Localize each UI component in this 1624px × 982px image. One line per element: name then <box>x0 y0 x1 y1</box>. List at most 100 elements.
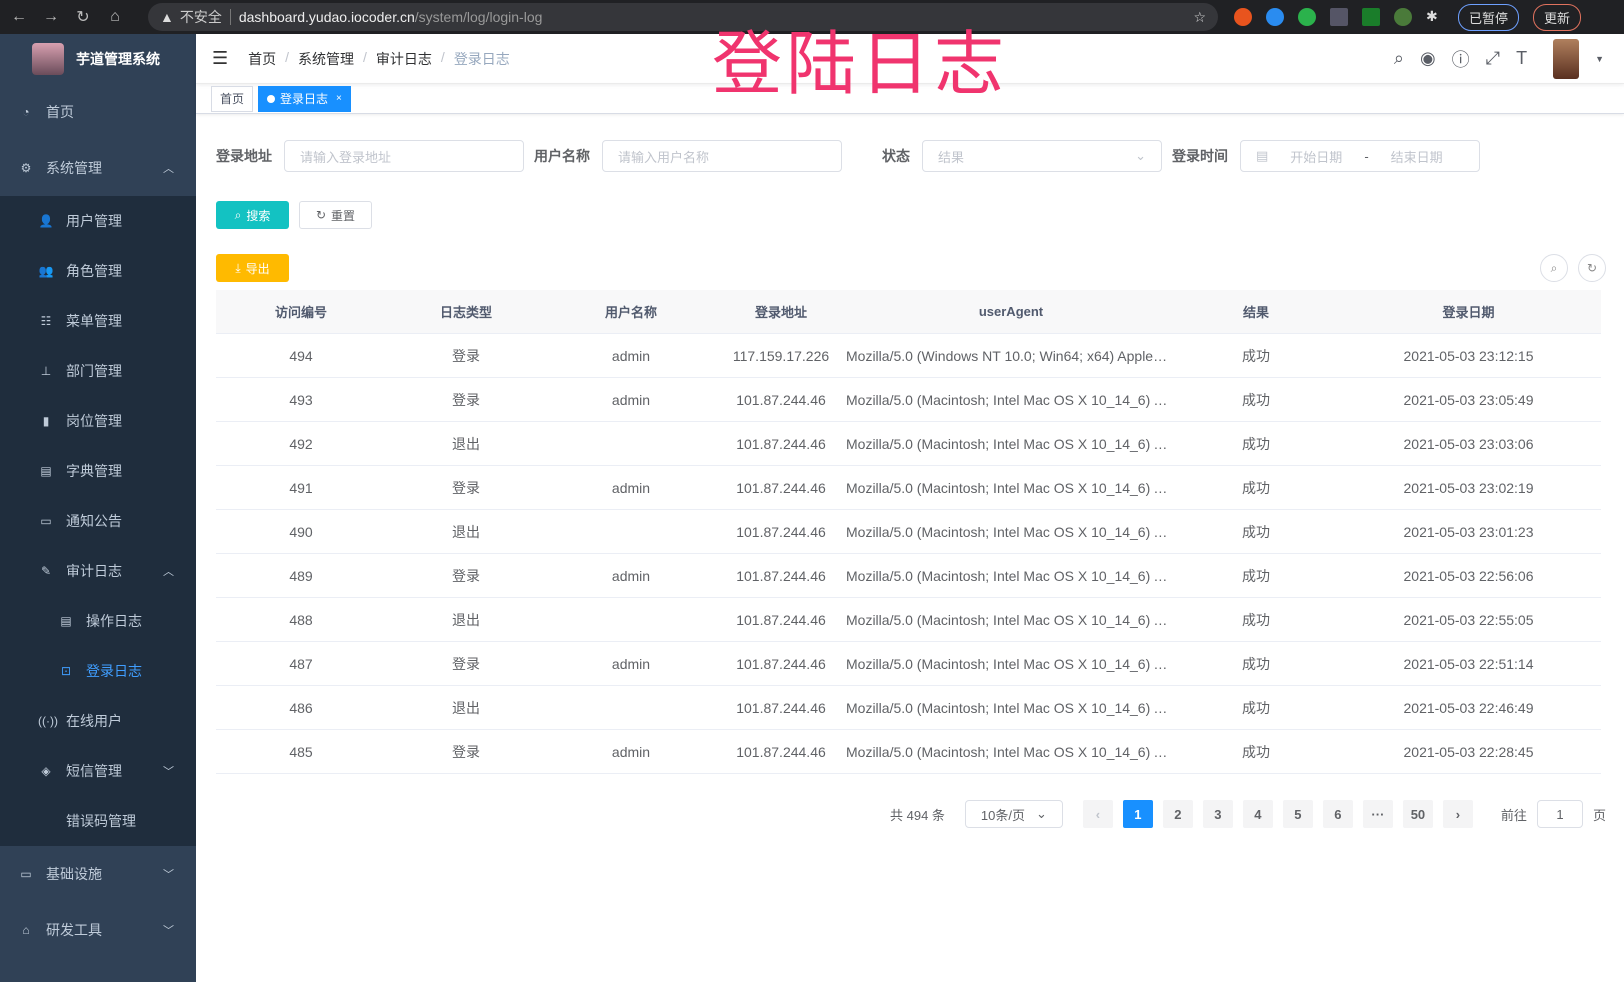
github-icon[interactable]: ◉ <box>1419 48 1436 68</box>
sidebar-item[interactable]: ☷ 菜单管理 <box>0 296 196 346</box>
export-button[interactable]: ⤓ 导出 <box>216 254 289 282</box>
sidebar-item[interactable]: ⌂ 研发工具 ﹀ <box>0 902 196 958</box>
logo-image <box>32 43 64 75</box>
table-cell: 退出 <box>452 523 480 540</box>
update-button[interactable]: 更新 <box>1533 3 1582 31</box>
fullscreen-icon[interactable]: ⤢ <box>1485 48 1501 68</box>
goto-page-input[interactable]: 1 <box>1536 800 1583 828</box>
extension-icon[interactable] <box>1394 8 1412 26</box>
table-cell: 101.87.244.46 <box>736 699 826 716</box>
table-cell: 101.87.244.46 <box>736 479 826 496</box>
table-cell: 101.87.244.46 <box>736 391 826 408</box>
forward-icon[interactable]: → <box>43 8 59 25</box>
address-bar[interactable]: ▲ 不安全 dashboard.yudao.iocoder.cn/system/… <box>148 3 1218 31</box>
page-button[interactable]: 4 <box>1242 800 1273 828</box>
caret-down-icon[interactable]: ▼ <box>1595 53 1604 64</box>
breadcrumb-item[interactable]: 审计日志 <box>375 50 432 67</box>
page-button[interactable]: 6 <box>1322 800 1353 828</box>
main-area: ☰ 首页 / 系统管理 / 审计日志 / 登录日志 登陆日志 ⌕ ◉ ⓘ ⤢ T ▼ … <box>196 25 1624 982</box>
table-cell: 485 <box>289 743 313 760</box>
sidebar-item[interactable]: ▭ 通知公告 <box>0 496 196 546</box>
profile-button[interactable]: 已暂停 <box>1458 3 1520 31</box>
search-button[interactable]: ⌕ 搜索 <box>216 201 289 229</box>
extension-icon[interactable] <box>1234 8 1252 26</box>
hamburger-icon[interactable]: ☰ <box>212 48 229 68</box>
table-cell: userAgent <box>978 304 1044 319</box>
question-icon[interactable]: ⓘ <box>1451 49 1470 70</box>
extension-icon[interactable] <box>1298 8 1316 26</box>
sidebar-item[interactable]: ⊡ 登录日志 <box>0 646 196 696</box>
table-cell: 成功 <box>1242 655 1270 672</box>
username-input[interactable]: 请输入用户名称 <box>602 140 842 172</box>
validcode-icon: ◈ <box>41 764 51 778</box>
tag-login-log[interactable]: 登录日志 × <box>258 85 351 112</box>
font-size-icon[interactable]: T <box>1516 48 1528 68</box>
sidebar-item[interactable]: ▭ 基础设施 ﹀ <box>0 846 196 902</box>
table-cell: 登录 <box>452 567 480 584</box>
sidebar-item[interactable]: 👥 角色管理 <box>0 246 196 296</box>
sidebar-item[interactable]: ⚙ 系统管理 ︿ <box>0 140 196 196</box>
table-cell: Mozilla/5.0 (Windows NT 10.0; Win64; x64… <box>846 347 1176 364</box>
next-page-button[interactable]: › <box>1442 800 1473 828</box>
calendar-icon: ▤ <box>1256 148 1269 163</box>
table-cell: Mozilla/5.0 (Macintosh; Intel Mac OS X 1… <box>846 655 1176 672</box>
chevron-down-icon: ﹀ <box>163 766 174 778</box>
sidebar-item[interactable]: ◈ 短信管理 ﹀ <box>0 746 196 796</box>
table-cell: 成功 <box>1242 435 1270 452</box>
tag-home[interactable]: 首页 <box>211 85 254 112</box>
breadcrumb-item[interactable]: 首页 <box>248 50 277 67</box>
tree-table-icon: ☷ <box>40 314 52 328</box>
username-label: 用户名称 <box>534 148 590 164</box>
table-row: 489 登录 admin 101.87.244.46 Mozilla/5.0 (Maci… <box>216 554 1601 598</box>
sidebar-item-label: 短信管理 <box>66 763 122 779</box>
bookmark-star-icon[interactable]: ☆ <box>1193 8 1206 25</box>
back-icon[interactable]: ← <box>11 8 27 25</box>
sidebar-item-label: 操作日志 <box>86 613 142 629</box>
page-button[interactable]: ··· <box>1362 800 1393 828</box>
sidebar-item-label: 错误码管理 <box>66 813 136 829</box>
chevron-up-icon: ︿ <box>163 566 174 578</box>
sidebar-item[interactable]: 👤 用户管理 <box>0 196 196 246</box>
sidebar-item[interactable]: ◔ 首页 <box>0 84 196 140</box>
page-button[interactable]: 1 <box>1122 800 1153 828</box>
page-button[interactable]: 5 <box>1282 800 1313 828</box>
avatar[interactable] <box>1553 38 1580 79</box>
sidebar-logo[interactable]: 芋道管理系统 <box>0 34 196 84</box>
sidebar-item[interactable]: ▮ 岗位管理 <box>0 396 196 446</box>
sidebar-item[interactable]: 错误码管理 <box>0 796 196 846</box>
sidebar-item[interactable]: ▤ 操作日志 <box>0 596 196 646</box>
breadcrumb-item[interactable]: 系统管理 <box>298 50 355 67</box>
page-size-select[interactable]: 10条/页 ⌄ <box>964 800 1063 828</box>
table-cell: 成功 <box>1242 523 1270 540</box>
sidebar-item[interactable]: ((·)) 在线用户 <box>0 696 196 746</box>
puzzle-icon[interactable]: ✱ <box>1426 8 1438 24</box>
sidebar-item[interactable]: ✎ 审计日志 ︿ <box>0 546 196 596</box>
browser-toolbar: ← → ↻ ⌂ ▲ 不安全 dashboard.yudao.iocoder.cn… <box>0 0 1624 34</box>
sidebar-item-label: 系统管理 <box>46 160 102 176</box>
page-button[interactable]: 50 <box>1402 800 1433 828</box>
extension-icon[interactable] <box>1330 8 1348 26</box>
sidebar-item[interactable]: ▤ 字典管理 <box>0 446 196 496</box>
prev-page-button[interactable]: ‹ <box>1082 800 1113 828</box>
close-icon[interactable]: × <box>336 93 342 104</box>
home-icon[interactable]: ⌂ <box>110 8 120 25</box>
sidebar-item-label: 研发工具 <box>46 922 102 938</box>
extension-icon[interactable] <box>1266 8 1284 26</box>
table-cell: 2021-05-03 23:03:06 <box>1403 435 1534 452</box>
sidebar-item[interactable]: ⊥ 部门管理 <box>0 346 196 396</box>
toggle-search-icon[interactable]: ⌕ <box>1540 254 1568 282</box>
table-cell: Mozilla/5.0 (Macintosh; Intel Mac OS X 1… <box>846 743 1176 760</box>
security-label: 不安全 <box>179 9 222 25</box>
page-button[interactable]: 2 <box>1162 800 1193 828</box>
refresh-icon[interactable]: ↻ <box>1578 254 1606 282</box>
login-ip-input[interactable]: 请输入登录地址 <box>284 140 524 172</box>
page-button[interactable]: 3 <box>1202 800 1233 828</box>
reset-button[interactable]: ↻ 重置 <box>299 201 372 229</box>
reload-icon[interactable]: ↻ <box>76 9 90 26</box>
extension-icon[interactable] <box>1362 8 1380 26</box>
logininfor-icon: ⊡ <box>60 664 72 678</box>
table-cell: 101.87.244.46 <box>736 611 826 628</box>
status-select[interactable]: 结果 ⌄ <box>922 140 1162 172</box>
date-range-picker[interactable]: ▤ 开始日期 - 结束日期 <box>1240 140 1480 172</box>
search-icon[interactable]: ⌕ <box>1393 48 1404 68</box>
